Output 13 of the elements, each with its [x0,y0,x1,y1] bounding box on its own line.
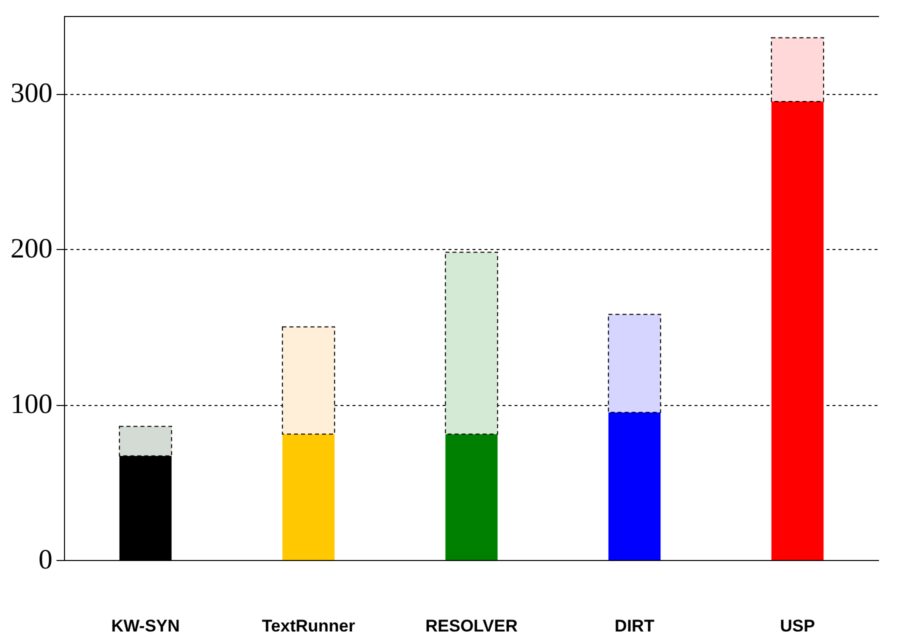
x-tick-label: DIRT [614,616,655,635]
bar [445,434,498,560]
y-tick-label: 100 [10,389,52,420]
bar [608,412,661,560]
y-tick-label: 300 [10,78,52,110]
x-tick-label: TextRunner [262,616,356,635]
x-tick-label: USP [780,616,815,635]
y-tick-label: 200 [10,234,52,265]
y-tick-label: 0 [38,544,52,576]
bar [771,101,824,560]
bar [282,434,335,560]
x-tick-label: RESOLVER [425,616,518,635]
x-tick-label: KW-SYN [111,616,180,635]
